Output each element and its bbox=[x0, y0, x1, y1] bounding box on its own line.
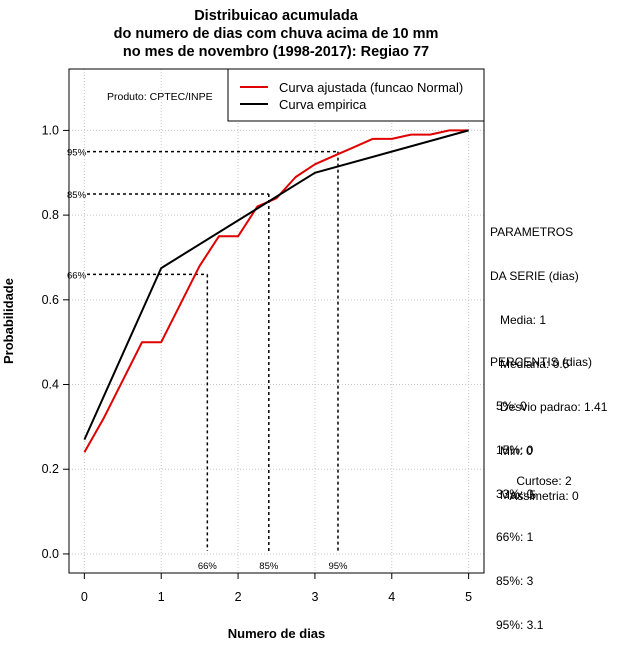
percentile-label-y: 85% bbox=[67, 190, 87, 201]
title-line: Distribuicao acumulada bbox=[194, 8, 359, 24]
legend-box bbox=[227, 68, 485, 122]
percentile-label-x: 66% bbox=[198, 561, 218, 572]
legend-entry-label: Curva ajustada (funcao Normal) bbox=[279, 80, 463, 95]
x-tick-label: 3 bbox=[311, 590, 318, 604]
title-line: do numero de dias com chuva acima de 10 … bbox=[114, 26, 439, 42]
empirical-curve bbox=[83, 129, 469, 441]
percentile-guides: 66% 66% 85% 85% 95% 95% bbox=[67, 148, 348, 572]
y-tick-label: 0.2 bbox=[42, 462, 59, 476]
grid-lines bbox=[69, 69, 484, 573]
percentile-label-x: 85% bbox=[259, 561, 279, 572]
x-tick-label: 2 bbox=[235, 590, 242, 604]
legend: Curva ajustada (funcao Normal) Curva empi… bbox=[227, 68, 485, 122]
percentiles-panel: PERCENTIS (dias) 5%: 0 15%: 0 33%: 0 66%… bbox=[490, 326, 592, 647]
x-tick-label: 0 bbox=[81, 590, 88, 604]
percentile-item: 85%: 3 bbox=[496, 574, 534, 589]
percentile-label-y: 95% bbox=[67, 148, 87, 159]
x-tick-label: 5 bbox=[465, 590, 472, 604]
percentile-item: 15%: 0 bbox=[496, 442, 534, 457]
y-tick-label: 0.4 bbox=[42, 378, 59, 392]
title-line: no mes de novembro (1998-2017): Regiao 7… bbox=[123, 44, 429, 60]
parameter-item: Media: 1 bbox=[500, 312, 547, 327]
percentile-item: 95%: 3.1 bbox=[496, 617, 544, 632]
y-tick-label: 1.0 bbox=[42, 123, 59, 137]
x-tick-label: 4 bbox=[388, 590, 395, 604]
percentile-item: 5%: 0 bbox=[496, 398, 527, 413]
y-tick-label: 0.8 bbox=[42, 208, 59, 222]
plot-frame bbox=[68, 68, 485, 574]
percentile-item: 66%: 1 bbox=[496, 530, 534, 545]
series-lines bbox=[83, 129, 469, 453]
x-tick-label: 1 bbox=[158, 590, 165, 604]
parameter-item: Min: 0 bbox=[500, 444, 533, 459]
parameters-panel: PARAMETROS DA SERIE (dias) Media: 1 Medi… bbox=[490, 196, 607, 517]
percentile-item: 33%: 0 bbox=[496, 486, 534, 501]
shape-stats-panel: Curtose: 2 Assimetria: 0 bbox=[490, 474, 598, 503]
axes: 0 1 2 3 4 5 0.0 0.2 0.4 0.6 0.8 1.0 Numero de dias Pr… bbox=[1, 123, 472, 641]
parameters-title: PARAMETROS bbox=[490, 225, 574, 240]
parameters-subtitle: DA SERIE (dias) bbox=[490, 268, 579, 283]
skewness-value: Assimetria: 0 bbox=[509, 488, 579, 503]
legend-entry-label: Curva empirica bbox=[279, 97, 367, 112]
kurtosis-value: Curtose: 2 bbox=[516, 474, 572, 488]
chart-title: Distribuicao acumulada do numero de dias … bbox=[114, 8, 439, 60]
percentile-label-y: 66% bbox=[67, 270, 87, 281]
fitted-normal-curve bbox=[83, 129, 469, 453]
product-label: Produto: CPTEC/INPE bbox=[107, 91, 213, 103]
parameter-item: Max: 5 bbox=[500, 487, 537, 502]
y-tick-label: 0.6 bbox=[42, 293, 59, 307]
parameter-item: Mediana: 0.5 bbox=[500, 356, 570, 371]
percentiles-title: PERCENTIS (dias) bbox=[490, 355, 593, 370]
y-axis-label: Probabilidade bbox=[1, 278, 16, 364]
y-tick-label: 0.0 bbox=[42, 547, 59, 561]
percentile-label-x: 95% bbox=[328, 561, 348, 572]
x-axis-label: Numero de dias bbox=[228, 626, 326, 641]
parameter-item: Desvio padrao: 1.41 bbox=[500, 400, 608, 415]
